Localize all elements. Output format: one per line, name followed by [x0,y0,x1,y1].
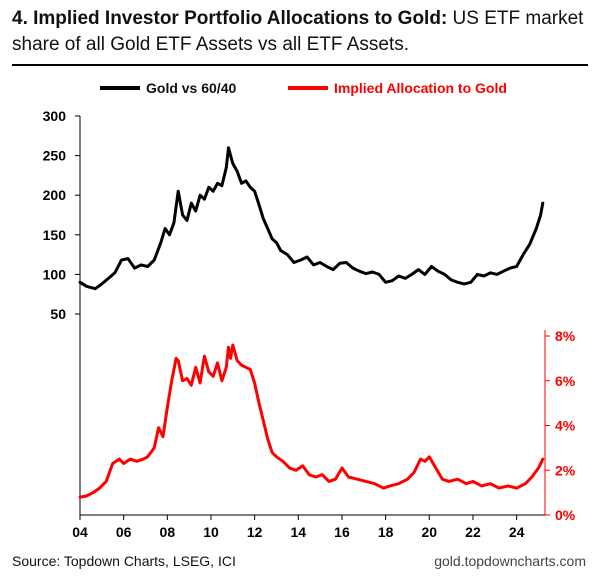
chart-title: 4. Implied Investor Portfolio Allocation… [12,6,592,58]
chart-title-bold: 4. Implied Investor Portfolio Allocation… [12,8,448,29]
x-tick-label: 10 [203,524,219,540]
x-tick-label: 06 [116,524,132,540]
x-tick-label: 04 [72,524,88,540]
right-tick-label: 4% [555,418,576,434]
legend-item-allocation: Implied Allocation to Gold [288,80,507,96]
chart-title-rest: US ETF market share of all Gold ETF Asse… [12,8,584,55]
left-tick-label: 300 [43,108,67,124]
x-tick-label: 14 [291,524,307,540]
left-tick-label: 100 [43,266,67,282]
series-line-allocation [78,343,545,499]
right-tick-label: 2% [555,462,576,478]
x-tick-label: 22 [465,524,481,540]
source-note: Source: Topdown Charts, LSEG, ICI [12,553,236,569]
series-layer [78,146,545,499]
left-tick-label: 250 [43,148,67,164]
x-tick-label: 20 [422,524,438,540]
x-tick-label: 18 [378,524,394,540]
left-tick-label: 200 [43,187,67,203]
x-tick-label: 24 [509,524,525,540]
left-axis: 300 250 200 150 100 50 [43,108,81,515]
left-tick-label: 50 [50,306,66,322]
x-tick-label: 08 [160,524,176,540]
series-line-gold-vs-6040 [78,146,545,291]
title-divider [12,64,588,66]
legend-swatch-red [288,86,328,90]
x-axis: 04 06 08 10 12 14 16 18 20 22 24 [72,514,545,540]
x-tick-label: 12 [247,524,263,540]
chart-legend: Gold vs 60/40 Implied Allocation to Gold [0,80,600,100]
x-tick-label: 16 [334,524,350,540]
left-tick-label: 150 [43,227,67,243]
right-tick-label: 6% [555,373,576,389]
legend-label-allocation: Implied Allocation to Gold [334,80,507,96]
legend-swatch-black [100,86,140,90]
legend-item-gold-vs-6040: Gold vs 60/40 [100,80,236,96]
right-axis: 8% 6% 4% 2% 0% [544,328,576,523]
website-link[interactable]: gold.topdowncharts.com [434,553,586,569]
right-tick-label: 0% [555,507,576,523]
legend-label-gold-vs-6040: Gold vs 60/40 [146,80,237,96]
right-tick-label: 8% [555,328,576,344]
